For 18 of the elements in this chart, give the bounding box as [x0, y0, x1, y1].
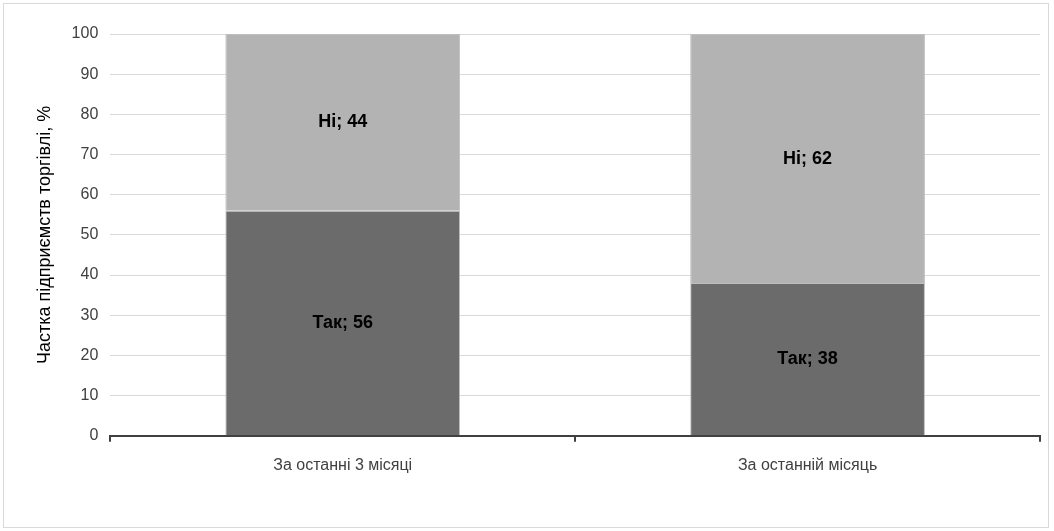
y-tick-label: 20	[80, 345, 99, 363]
y-tick-label: 10	[80, 386, 99, 404]
data-label: Так; 38	[777, 348, 838, 369]
y-axis-title: Частка підприємств торгівлі, %	[33, 105, 54, 365]
y-tick-label: 90	[80, 64, 99, 82]
y-tick-label: 80	[80, 104, 99, 122]
data-label: Ні; 62	[783, 147, 833, 168]
data-label: Ні; 44	[318, 111, 368, 132]
y-tick-label: 60	[80, 185, 99, 203]
y-tick-label: 100	[71, 24, 99, 42]
y-tick-label: 70	[80, 144, 99, 162]
y-tick-label: 50	[80, 225, 99, 243]
y-tick-label: 30	[80, 305, 99, 323]
data-label: Так; 56	[312, 312, 374, 333]
x-tick-label: За останні 3 місяці	[273, 455, 413, 473]
x-tick-label: За останній місяць	[737, 455, 878, 473]
y-tick-label: 0	[89, 426, 99, 444]
y-tick-label: 40	[80, 265, 99, 283]
